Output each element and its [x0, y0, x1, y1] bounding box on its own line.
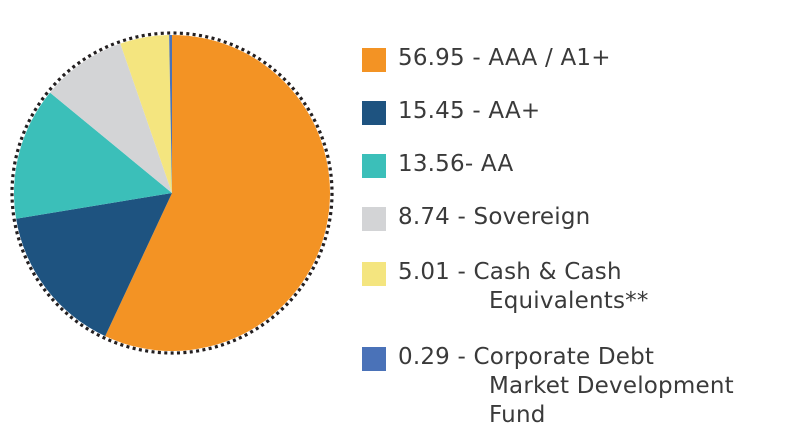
pie-slices — [13, 35, 331, 351]
legend-label-4: 5.01 - Cash & Cash Equivalents** — [398, 258, 649, 316]
pie-slice-1 — [16, 193, 172, 337]
pie-slice-0 — [105, 35, 331, 351]
legend-item-5: 0.29 - Corporate Debt Market Development F… — [362, 343, 734, 430]
legend-separator: - — [464, 45, 489, 71]
legend-value: 56.95 — [398, 45, 465, 71]
legend-value: 5.01 — [398, 259, 451, 285]
legend-item-0: 56.95 - AAA / A1+ — [362, 44, 611, 73]
legend-category: Cash & Cash — [473, 259, 622, 285]
legend-swatch-3 — [362, 207, 386, 231]
legend-value: 15.45 — [398, 98, 465, 124]
legend-item-3: 8.74 - Sovereign — [362, 203, 590, 232]
legend-line: Fund — [489, 402, 546, 428]
pie-slice-3 — [50, 43, 173, 194]
legend-value: 13.56 — [398, 151, 465, 177]
legend-line: 0.29 - Corporate Debt — [398, 343, 734, 372]
legend-item-2: 13.56- AA — [362, 150, 513, 179]
legend-line: Equivalents** — [489, 288, 649, 314]
legend-line: 8.74 - Sovereign — [398, 203, 590, 232]
legend-label-2: 13.56- AA — [398, 150, 513, 179]
pie-slice-4 — [120, 35, 172, 193]
legend-separator: - — [464, 151, 481, 177]
pie-outline — [10, 31, 334, 355]
legend-item-1: 15.45 - AA+ — [362, 97, 540, 126]
legend-category: Sovereign — [473, 204, 591, 230]
legend-line: 15.45 - AA+ — [398, 97, 540, 126]
legend-value: 8.74 — [398, 204, 451, 230]
legend-separator: - — [450, 259, 474, 285]
pie-chart — [10, 31, 334, 355]
legend-label-0: 56.95 - AAA / A1+ — [398, 44, 611, 73]
legend-item-4: 5.01 - Cash & Cash Equivalents** — [362, 258, 649, 316]
legend-line: 56.95 - AAA / A1+ — [398, 44, 611, 73]
legend-label-1: 15.45 - AA+ — [398, 97, 540, 126]
legend-line: 13.56- AA — [398, 150, 513, 179]
legend-separator: - — [450, 344, 474, 370]
legend-swatch-1 — [362, 101, 386, 125]
legend-swatch-2 — [362, 154, 386, 178]
legend-swatch-4 — [362, 262, 386, 286]
legend-separator: - — [464, 98, 489, 124]
pie-slice-5 — [169, 35, 172, 193]
legend-label-5: 0.29 - Corporate Debt Market Development F… — [398, 343, 734, 430]
legend-category: AAA / A1+ — [488, 45, 611, 71]
legend-swatch-5 — [362, 347, 386, 371]
legend: 56.95 - AAA / A1+ 15.45 - AA+ 13.56- AA 8.7… — [362, 0, 782, 440]
legend-label-3: 8.74 - Sovereign — [398, 203, 590, 232]
legend-line: Market Development — [489, 373, 734, 399]
legend-separator: - — [450, 204, 474, 230]
legend-category: AA — [480, 151, 514, 177]
legend-value: 0.29 — [398, 344, 451, 370]
legend-line: 5.01 - Cash & Cash — [398, 258, 649, 287]
legend-category: Corporate Debt — [473, 344, 655, 370]
pie-slice-2 — [13, 92, 172, 219]
legend-category: AA+ — [488, 98, 541, 124]
legend-swatch-0 — [362, 48, 386, 72]
